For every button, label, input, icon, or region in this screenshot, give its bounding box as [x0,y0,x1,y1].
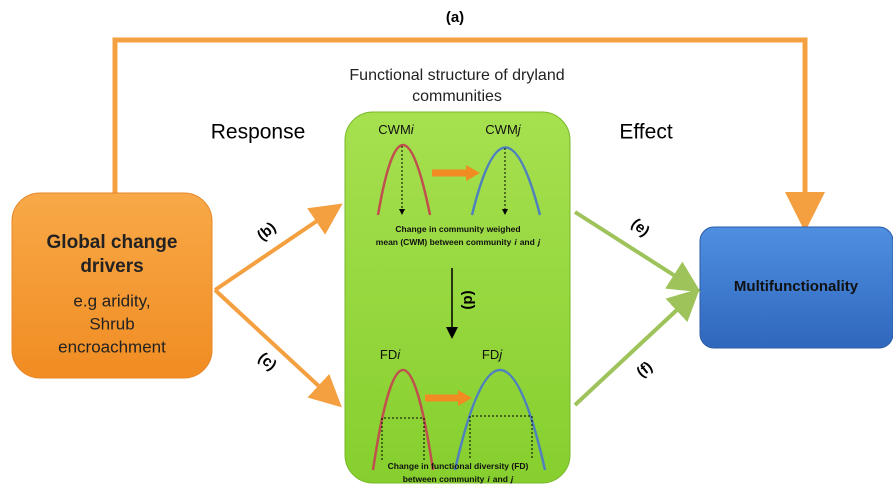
label-pair: FDi [380,347,401,362]
series-label: CWMi [378,122,415,137]
label-f: (f) [633,358,655,381]
drivers-title: Global change drivers [47,232,178,277]
series-label: FDj [482,347,503,362]
caption-part: and [493,474,508,484]
caption-line: Change in community weighed [395,224,520,234]
caption-part: mean (CWM) between community [376,237,512,247]
arrow-b [213,203,343,292]
label-base: FD [482,347,499,362]
shift-arrow-head [458,390,472,406]
response-label: Response [211,121,306,144]
text-line: encroachment [58,337,166,356]
label-index: i [411,122,415,137]
drivers-box [11,192,213,379]
text-line: Global change [47,232,178,253]
cwm-caption: Change in community weighed mean (CWM) be… [376,224,541,247]
series-label: CWMj [485,122,522,137]
effect-label: Effect [619,121,672,144]
caption-part: Change in community weighed [395,224,520,234]
shift-arrow-head [466,165,480,181]
label-base: FD [380,347,397,362]
caption-part: j [537,237,541,247]
caption-part: i [514,237,517,247]
series-label: FDi [380,347,401,362]
label-d: (d) [460,290,477,309]
caption-line: between community i and j [403,474,514,484]
text-line: communities [412,88,502,105]
drivers-examples: e.g aridity, Shrub encroachment [58,291,166,356]
arrow-a [112,37,825,232]
text-line: e.g aridity, [73,291,150,310]
arrow-f [573,288,700,407]
label-pair: CWMi [378,122,415,137]
fd-caption: Change in functional diversity (FD) betwe… [388,461,529,484]
label-a: (a) [446,9,464,26]
caption-part: and [520,237,535,247]
arrow-c [213,288,342,408]
text-line: Shrub [89,314,134,333]
label-index: j [497,347,503,362]
label-c: (c) [255,349,280,374]
functional-box [344,111,571,484]
caption-part: i [487,474,490,484]
label-b: (b) [254,219,280,244]
caption-line: Change in functional diversity (FD) [388,461,529,471]
text-line: drivers [80,256,143,277]
caption-part: j [510,474,514,484]
caption-part: Change in functional diversity (FD) [388,461,529,471]
caption-line: mean (CWM) between community i and j [376,237,541,247]
label-index: i [397,347,401,362]
arrow-e [573,210,701,293]
curve-i [376,144,432,216]
label-e: (e) [628,215,653,240]
label-base: CWM [378,122,411,137]
curve-i [371,368,435,471]
outcome-label: Multifunctionality [734,278,859,295]
center-title: Functional structure of dryland communiti… [349,67,564,105]
text-line: Functional structure of dryland [349,67,564,84]
curve-j [470,146,542,216]
curve-j [453,368,547,471]
label-pair: FDj [482,347,503,362]
label-pair: CWMj [485,122,522,137]
label-index: j [516,122,522,137]
label-base: CWM [485,122,518,137]
caption-part: between community [403,474,485,484]
